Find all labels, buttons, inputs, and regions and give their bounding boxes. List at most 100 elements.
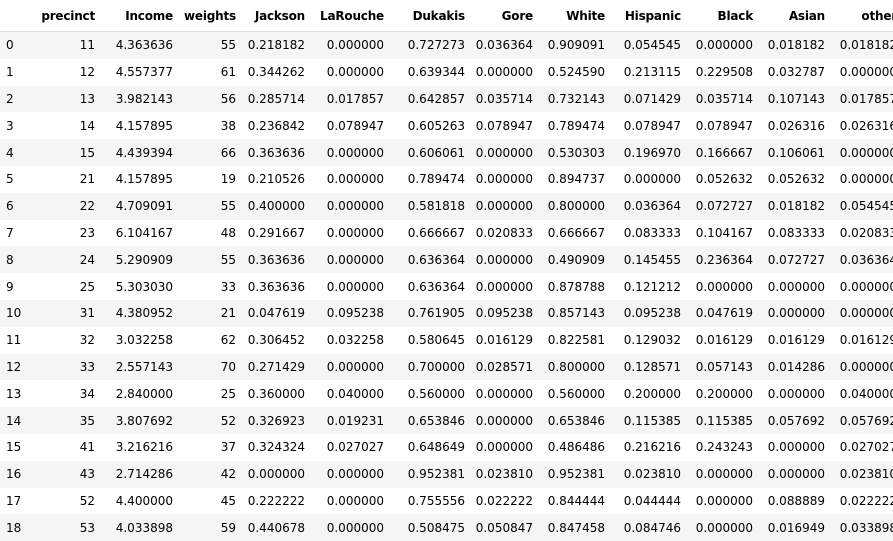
table-cell: 0.017857: [309, 86, 388, 113]
table-cell: 0.653846: [388, 407, 469, 434]
table-cell: 0.952381: [537, 461, 609, 488]
table-cell: 0.000000: [469, 273, 537, 300]
table-cell: 0.666667: [537, 220, 609, 247]
row-index: 0: [0, 32, 36, 59]
table-cell: 0.057692: [757, 407, 829, 434]
table-cell: 3.032258: [99, 327, 177, 354]
table-cell: 0.027027: [829, 434, 893, 461]
row-index: 9: [0, 273, 36, 300]
table-cell: 0.047619: [240, 300, 309, 327]
table-cell: 0.636364: [388, 273, 469, 300]
table-cell: 0.363636: [240, 139, 309, 166]
table-cell: 0.000000: [469, 59, 537, 86]
table-cell: 0.020833: [829, 220, 893, 247]
table-cell: 0.121212: [609, 273, 685, 300]
table-cell: 0.078947: [609, 112, 685, 139]
table-cell: 0.050847: [469, 514, 537, 541]
row-index: 17: [0, 488, 36, 515]
table-cell: 4.380952: [99, 300, 177, 327]
table-cell: 0.360000: [240, 380, 309, 407]
table-cell: 5.290909: [99, 246, 177, 273]
table-cell: 0.440678: [240, 514, 309, 541]
table-cell: 55: [177, 246, 240, 273]
table-cell: 14: [36, 112, 99, 139]
table-cell: 0.071429: [609, 86, 685, 113]
table-cell: 0.016129: [829, 327, 893, 354]
table-cell: 0.166667: [685, 139, 757, 166]
table-cell: 21: [177, 300, 240, 327]
table-cell: 15: [36, 139, 99, 166]
table-cell: 38: [177, 112, 240, 139]
table-cell: 0.000000: [309, 59, 388, 86]
table-cell: 0.000000: [309, 273, 388, 300]
table-cell: 0.000000: [829, 59, 893, 86]
table-cell: 0.524590: [537, 59, 609, 86]
table-cell: 0.800000: [537, 193, 609, 220]
table-cell: 59: [177, 514, 240, 541]
table-cell: 0.023810: [469, 461, 537, 488]
table-cell: 0.035714: [469, 86, 537, 113]
table-cell: 6.104167: [99, 220, 177, 247]
table-cell: 4.400000: [99, 488, 177, 515]
table-cell: 25: [36, 273, 99, 300]
table-cell: 0.285714: [240, 86, 309, 113]
table-cell: 0.032787: [757, 59, 829, 86]
table-cell: 0.095238: [309, 300, 388, 327]
table-cell: 2.840000: [99, 380, 177, 407]
table-cell: 0.639344: [388, 59, 469, 86]
column-header: other: [829, 0, 893, 32]
table-cell: 0.000000: [309, 32, 388, 59]
table-cell: 0.104167: [685, 220, 757, 247]
table-cell: 0.822581: [537, 327, 609, 354]
table-cell: 0.018182: [757, 32, 829, 59]
table-cell: 0.222222: [240, 488, 309, 515]
column-header: Asian: [757, 0, 829, 32]
table-cell: 0.952381: [388, 461, 469, 488]
table-cell: 0.052632: [757, 166, 829, 193]
table-cell: 0.636364: [388, 246, 469, 273]
table-cell: 0.084746: [609, 514, 685, 541]
table-cell: 0.000000: [829, 139, 893, 166]
table-cell: 24: [36, 246, 99, 273]
row-index: 18: [0, 514, 36, 541]
table-cell: 0.115385: [609, 407, 685, 434]
table-cell: 0.072727: [757, 246, 829, 273]
table-cell: 32: [36, 327, 99, 354]
table-cell: 0.000000: [469, 380, 537, 407]
table-cell: 0.210526: [240, 166, 309, 193]
table-cell: 0.490909: [537, 246, 609, 273]
table-cell: 21: [36, 166, 99, 193]
table-cell: 0.216216: [609, 434, 685, 461]
row-index: 8: [0, 246, 36, 273]
table-cell: 0.016129: [685, 327, 757, 354]
row-index: 16: [0, 461, 36, 488]
row-index: 7: [0, 220, 36, 247]
table-cell: 0.909091: [537, 32, 609, 59]
table-cell: 0.213115: [609, 59, 685, 86]
table-cell: 0.047619: [685, 300, 757, 327]
table-cell: 2.557143: [99, 354, 177, 381]
table-cell: 4.033898: [99, 514, 177, 541]
table-cell: 37: [177, 434, 240, 461]
table-cell: 0.605263: [388, 112, 469, 139]
column-header: Jackson: [240, 0, 309, 32]
table-cell: 0.026316: [829, 112, 893, 139]
table-cell: 0.789474: [537, 112, 609, 139]
table-cell: 0.035714: [685, 86, 757, 113]
column-header: Income: [99, 0, 177, 32]
table-cell: 0.291667: [240, 220, 309, 247]
table-cell: 0.878788: [537, 273, 609, 300]
table-cell: 0.016129: [469, 327, 537, 354]
table-cell: 0.000000: [469, 166, 537, 193]
table-cell: 0.000000: [757, 273, 829, 300]
table-cell: 0.363636: [240, 246, 309, 273]
index-header: [0, 0, 36, 32]
table-cell: 0.000000: [309, 220, 388, 247]
table-cell: 0.078947: [469, 112, 537, 139]
row-index: 2: [0, 86, 36, 113]
